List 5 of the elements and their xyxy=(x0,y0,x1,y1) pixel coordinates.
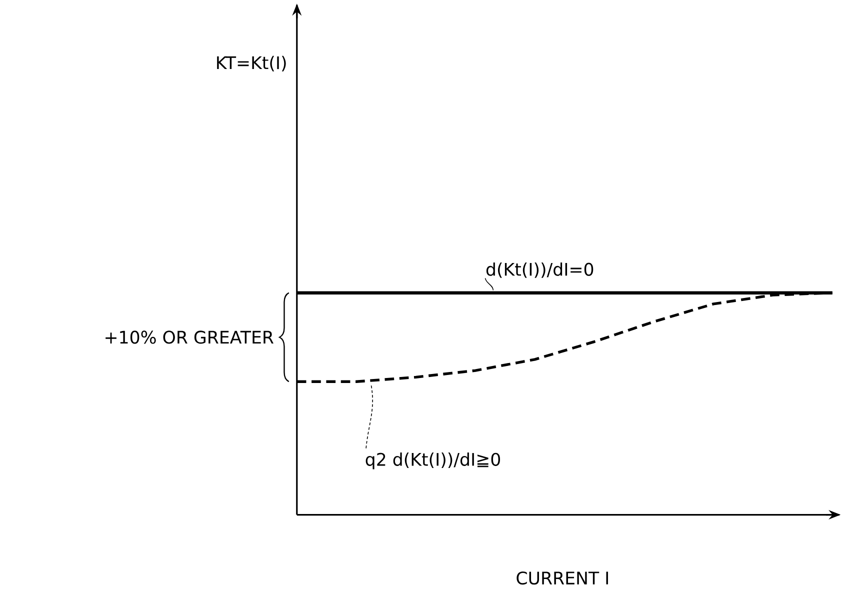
text: d(Kt(I))/dI=0 xyxy=(486,262,594,278)
text: +10% OR GREATER xyxy=(106,330,274,344)
annotation: q2 d(Kt(I))/dI≧0 xyxy=(366,452,500,470)
text: KT=Kt(I) xyxy=(217,56,286,72)
x-axis-title: CURRENT I xyxy=(516,572,608,585)
